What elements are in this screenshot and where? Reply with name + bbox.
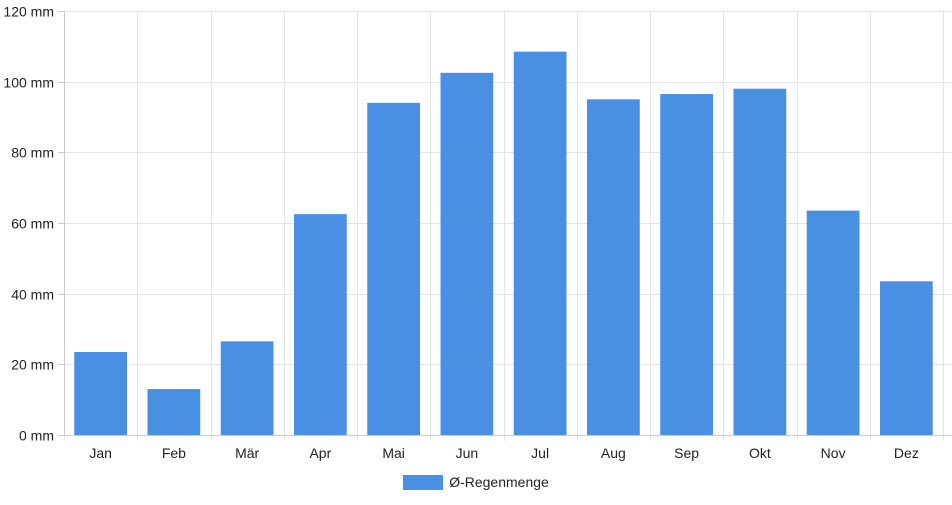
x-tick-label: Mai (382, 445, 405, 461)
y-tick-labels: 0 mm 20 mm 40 mm 60 mm 80 mm 100 mm 120 mm (3, 4, 54, 444)
bar-feb[interactable] (147, 389, 201, 435)
grid-lines (58, 11, 952, 441)
x-tick-label: Apr (309, 445, 331, 461)
bar-dez[interactable] (880, 281, 933, 435)
bar-apr[interactable] (294, 214, 347, 435)
y-tick-label: 100 mm (3, 75, 54, 91)
x-tick-label: Aug (601, 445, 626, 461)
y-tick-label: 20 mm (11, 357, 54, 373)
x-tick-labels: Jan Feb Mär Apr Mai Jun Jul Aug Sep Okt Nov Dez (89, 445, 918, 461)
legend[interactable]: Ø-Regenmenge (0, 472, 952, 492)
bar-jun[interactable] (440, 72, 494, 435)
x-tick-label: Nov (821, 445, 846, 461)
bar-jul[interactable] (513, 51, 567, 436)
legend-swatch (403, 474, 444, 490)
bar-sep[interactable] (660, 94, 713, 436)
x-tick-label: Jun (456, 445, 479, 461)
y-tick-label: 80 mm (11, 145, 54, 161)
x-tick-label: Jan (89, 445, 112, 461)
legend-label: Ø-Regenmenge (449, 474, 549, 490)
y-tick-label: 120 mm (3, 4, 54, 20)
y-tick-label: 60 mm (11, 216, 54, 232)
x-tick-label: Sep (674, 445, 699, 461)
y-tick-label: 40 mm (11, 287, 54, 303)
x-tick-label: Jul (531, 445, 549, 461)
x-tick-label: Dez (894, 445, 919, 461)
x-tick-label: Feb (162, 445, 186, 461)
x-tick-label: Mär (235, 445, 259, 461)
bar-jan[interactable] (74, 351, 127, 435)
y-tick-label: 0 mm (19, 428, 54, 444)
bar-okt[interactable] (733, 88, 787, 435)
bar-nov[interactable] (806, 210, 860, 435)
x-tick-label: Okt (749, 445, 771, 461)
bar-mär[interactable] (220, 341, 274, 435)
bar-aug[interactable] (587, 99, 640, 435)
bars (74, 51, 933, 436)
axes (64, 11, 952, 436)
bar-mai[interactable] (367, 102, 420, 435)
